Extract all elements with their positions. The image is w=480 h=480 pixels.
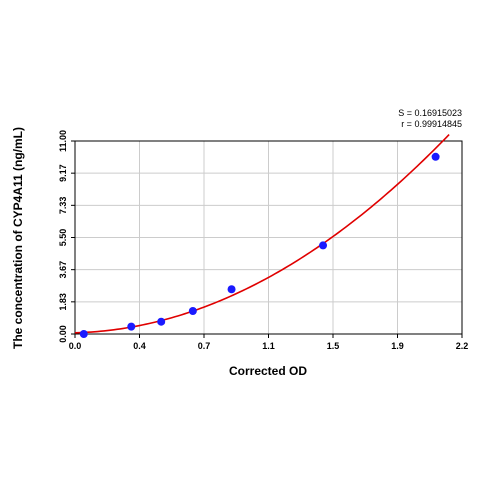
grid-lines [75, 141, 462, 334]
fit-curve [74, 134, 450, 334]
data-point-1 [79, 330, 88, 338]
y-tick-label: 9.17 [58, 164, 68, 182]
data-point-5 [227, 285, 236, 294]
y-tick-labels: 0.00 1.83 3.67 5.50 7.33 9.17 11.00 [58, 130, 68, 343]
data-point-2 [127, 322, 136, 331]
x-axis-title: Corrected OD [229, 364, 307, 378]
x-tick-label: 0.7 [198, 341, 211, 351]
x-tick-label: 0.4 [133, 341, 146, 351]
y-axis-title: The concentration of CYP4A11 (ng/mL) [11, 127, 25, 349]
x-tick-label: 1.5 [327, 341, 340, 351]
y-tick-label: 0.00 [58, 325, 68, 343]
data-point-7 [431, 152, 440, 161]
y-tick-label: 7.33 [58, 197, 68, 215]
y-tick-label: 5.50 [58, 229, 68, 247]
x-tick-label: 1.9 [391, 341, 404, 351]
y-tick-label: 3.67 [58, 261, 68, 279]
x-tick-label: 2.2 [456, 341, 469, 351]
data-points [79, 152, 440, 338]
x-tick-labels: 0.0 0.4 0.7 1.1 1.5 1.9 2.2 [69, 341, 469, 351]
data-point-4 [188, 307, 197, 316]
axis-ticks [71, 140, 463, 338]
x-tick-label: 0.0 [69, 341, 82, 351]
stat-r: r = 0.99914845 [401, 119, 462, 129]
y-tick-label: 11.00 [58, 130, 68, 152]
stat-s: S = 0.16915023 [398, 108, 462, 118]
data-point-6 [319, 241, 328, 250]
data-point-3 [157, 317, 166, 326]
y-tick-label: 1.83 [58, 293, 68, 311]
x-tick-label: 1.1 [262, 341, 275, 351]
